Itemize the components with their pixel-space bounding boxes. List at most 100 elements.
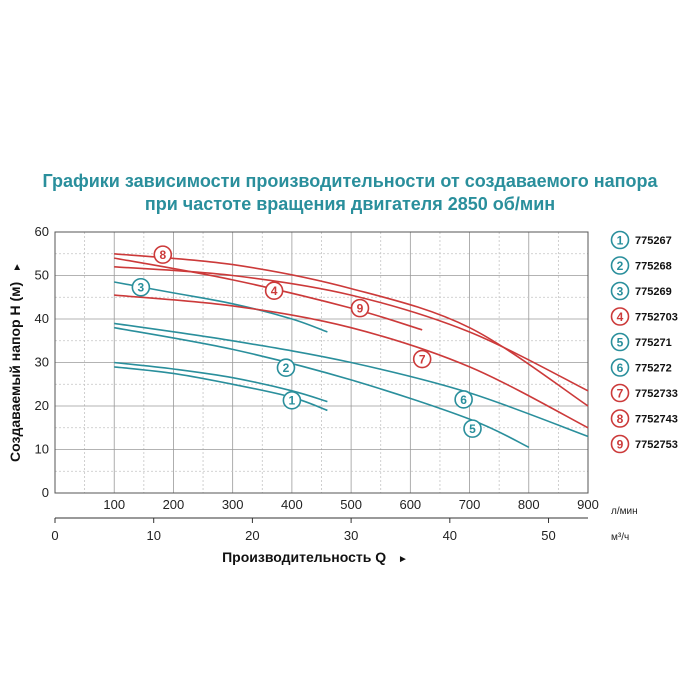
- legend-label: 775269: [635, 286, 672, 298]
- series-markers: 1 2 3 4 5 6 7 8 9: [131, 245, 482, 438]
- secondary-axis-label: 0: [51, 528, 58, 543]
- legend-marker-circle: [610, 256, 630, 275]
- legend-marker-circle: [610, 409, 630, 428]
- legend-marker-number: 3: [617, 284, 624, 298]
- secondary-axis-label: 40: [443, 528, 457, 543]
- legend-label: 775268: [635, 261, 672, 273]
- series-marker-7: 7: [412, 349, 432, 369]
- legend-marker-number: 6: [617, 361, 624, 375]
- series-marker-4: 4: [264, 281, 284, 301]
- legend-item-3: 3 775269: [610, 281, 672, 301]
- series-marker-2: 2: [276, 358, 296, 378]
- series-marker-number: 6: [460, 393, 467, 407]
- legend-marker-circle: [610, 383, 630, 403]
- series-marker-number: 9: [357, 301, 364, 315]
- y-axis-title: Создаваемый напор H (м) ►: [7, 262, 23, 462]
- y-tick-label: 0: [42, 485, 49, 500]
- series-line-2: [114, 361, 328, 403]
- legend-marker-number: 9: [617, 437, 624, 451]
- x-tick-label: 900: [577, 497, 599, 512]
- legend-marker-circle: [610, 332, 630, 352]
- series-marker-number: 4: [271, 284, 278, 298]
- series-line-3: [114, 281, 328, 333]
- legend-marker-number: 2: [617, 259, 624, 273]
- series-marker-3: 3: [131, 277, 151, 297]
- series-line-6: [114, 322, 589, 438]
- legend-item-6: 6 775272: [610, 358, 672, 377]
- y-axis-title-text: Создаваемый напор H (м): [7, 282, 23, 462]
- series-marker-circle: [153, 245, 173, 264]
- legend-item-8: 8 7752743: [610, 409, 678, 428]
- secondary-axis-label: 50: [541, 528, 555, 543]
- series-line-8: [114, 253, 589, 407]
- series-marker-number: 7: [419, 352, 426, 366]
- legend-marker-number: 4: [617, 310, 624, 324]
- chart-title-line-1: Графики зависимости производительности о…: [42, 171, 658, 191]
- legend-marker-number: 7: [617, 386, 624, 400]
- series-lines: [114, 253, 589, 449]
- series-marker-circle: [131, 277, 151, 297]
- series-marker-6: 6: [454, 390, 473, 409]
- y-tick-label: 20: [35, 398, 49, 413]
- y-tick-label: 30: [35, 355, 49, 370]
- legend-marker-circle: [610, 307, 630, 326]
- series-line-5: [114, 326, 530, 449]
- series-marker-circle: [454, 390, 473, 409]
- x-tick-label: 100: [103, 497, 125, 512]
- series-marker-number: 3: [138, 281, 145, 295]
- legend-item-7: 7 7752733: [610, 383, 678, 403]
- legend-label: 7752743: [635, 414, 678, 426]
- legend-label: 775267: [635, 235, 672, 247]
- plot-frame: [54, 231, 589, 494]
- series-line-4: [114, 257, 423, 331]
- series-marker-5: 5: [463, 419, 482, 438]
- series-line-9: [114, 266, 589, 392]
- series-marker-number: 2: [283, 361, 290, 375]
- legend-marker-circle: [610, 230, 630, 250]
- legend-marker-number: 5: [617, 335, 624, 349]
- x-tick-label: 800: [518, 497, 540, 512]
- legend-label: 775272: [635, 363, 672, 375]
- secondary-axis-label: 30: [344, 528, 358, 543]
- series-marker-number: 1: [289, 394, 296, 408]
- chart-title: Графики зависимости производительности о…: [0, 170, 700, 216]
- legend-item-2: 2 775268: [610, 256, 672, 275]
- x-tick-label: 600: [399, 497, 421, 512]
- y-tick-label: 10: [35, 442, 49, 457]
- legend-item-5: 5 775271: [610, 332, 672, 352]
- x-axis-arrow: ►: [398, 554, 408, 565]
- x-axis-title: Производительность Q ►: [222, 549, 408, 565]
- y-tick-label: 40: [35, 311, 49, 326]
- series-line-1: [114, 366, 328, 412]
- series-marker-8: 8: [153, 245, 173, 264]
- legend-marker-number: 1: [617, 233, 624, 247]
- series-marker-number: 8: [159, 248, 166, 262]
- legend-label: 775271: [635, 337, 672, 349]
- series-marker-number: 5: [469, 422, 476, 436]
- series-marker-1: 1: [282, 391, 302, 410]
- secondary-x-axis: 0 10 20 30 40 50: [51, 517, 588, 543]
- legend-marker-circle: [610, 434, 630, 454]
- legend-item-1: 1 775267: [610, 230, 672, 250]
- y-axis-arrow: ►: [12, 262, 23, 272]
- series-marker-9: 9: [350, 298, 370, 318]
- legend-item-4: 4 7752703: [610, 307, 678, 326]
- legend-label: 7752753: [635, 439, 678, 451]
- legend-item-9: 9 7752753: [610, 434, 678, 454]
- chart-title-line-2: при частоте вращения двигателя 2850 об/м…: [144, 194, 556, 214]
- secondary-axis-label: 10: [146, 528, 160, 543]
- y-tick-labels: 0 10 20 30 40 50 60: [35, 224, 49, 500]
- legend-label: 7752733: [635, 388, 678, 400]
- x-unit-primary: л/мин: [611, 506, 638, 517]
- x-tick-labels: 100 200 300 400 500 600 700 800 900: [103, 497, 598, 512]
- series-marker-circle: [264, 281, 284, 301]
- grid: [55, 232, 588, 493]
- y-tick-label: 60: [35, 224, 49, 239]
- series-line-7: [114, 294, 589, 429]
- series-marker-circle: [282, 391, 302, 410]
- legend-marker-circle: [610, 281, 630, 301]
- series-marker-circle: [276, 358, 296, 378]
- series-marker-circle: [463, 419, 482, 438]
- legend-marker-circle: [610, 358, 630, 377]
